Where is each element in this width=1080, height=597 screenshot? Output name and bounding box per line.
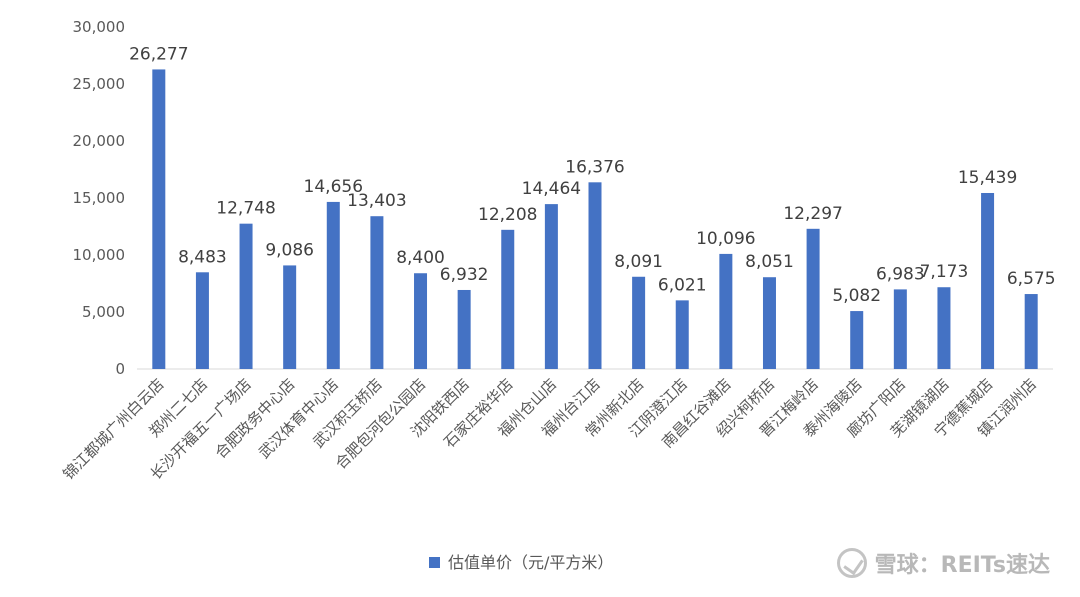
y-tick-label: 5,000	[82, 303, 125, 321]
data-label: 8,051	[745, 252, 794, 272]
watermark-text: 雪球：REITs速达	[874, 553, 1050, 578]
bar	[893, 289, 907, 369]
bar	[675, 300, 689, 369]
y-tick-label: 20,000	[73, 132, 126, 150]
bar	[850, 311, 864, 369]
data-label: 12,208	[478, 205, 537, 225]
data-label: 5,082	[832, 286, 881, 306]
data-label: 14,656	[304, 177, 363, 197]
bar	[544, 204, 558, 369]
bar	[501, 229, 515, 369]
y-axis: 0 5,000 10,000 15,000 20,000 25,000 30,000	[73, 18, 126, 378]
x-axis-categories: 锦江都城广州白云店郑州二七店长沙开福五一广场店合肥政务中心店武汉体育中心店武汉积…	[59, 375, 1040, 483]
data-labels: 26,2778,48312,7489,08614,65613,4038,4006…	[129, 44, 1055, 306]
data-label: 7,173	[920, 262, 969, 282]
data-label: 8,400	[396, 248, 445, 268]
data-label: 12,748	[216, 199, 275, 219]
bar	[195, 272, 209, 369]
bar	[588, 182, 602, 369]
bar	[806, 228, 820, 369]
bar	[414, 273, 428, 369]
bar	[239, 223, 253, 369]
data-label: 6,983	[876, 264, 925, 284]
bars	[152, 69, 1038, 369]
bar	[762, 277, 776, 369]
snowball-logo-icon	[836, 548, 867, 578]
legend-swatch	[429, 557, 440, 568]
data-label: 6,021	[658, 275, 707, 295]
bar	[632, 276, 646, 369]
bar	[152, 69, 166, 369]
bar	[937, 287, 951, 369]
data-label: 15,439	[958, 168, 1017, 188]
data-label: 26,277	[129, 44, 188, 64]
y-tick-label: 15,000	[73, 189, 126, 207]
data-label: 12,297	[783, 204, 842, 224]
data-label: 6,932	[440, 265, 489, 285]
y-tick-label: 25,000	[73, 75, 126, 93]
bar	[719, 253, 733, 369]
data-label: 9,086	[265, 240, 314, 260]
y-tick-label: 30,000	[73, 18, 126, 36]
bar	[981, 192, 995, 369]
data-label: 6,575	[1007, 269, 1056, 289]
data-label: 13,403	[347, 191, 406, 211]
watermark: 雪球：REITs速达	[836, 547, 1050, 579]
y-tick-label: 10,000	[73, 246, 126, 264]
data-label: 14,464	[522, 179, 581, 199]
legend-label: 估值单价（元/平方米）	[448, 553, 613, 572]
bar	[370, 216, 384, 369]
data-label: 10,096	[696, 229, 755, 249]
y-tick-label: 0	[115, 360, 125, 378]
legend: 估值单价（元/平方米）	[429, 553, 613, 572]
bar	[1024, 294, 1038, 369]
bar	[457, 289, 471, 369]
bar	[283, 265, 297, 369]
data-label: 8,483	[178, 247, 227, 267]
data-label: 8,091	[614, 252, 663, 272]
data-label: 16,376	[565, 157, 624, 177]
bar	[326, 201, 340, 369]
